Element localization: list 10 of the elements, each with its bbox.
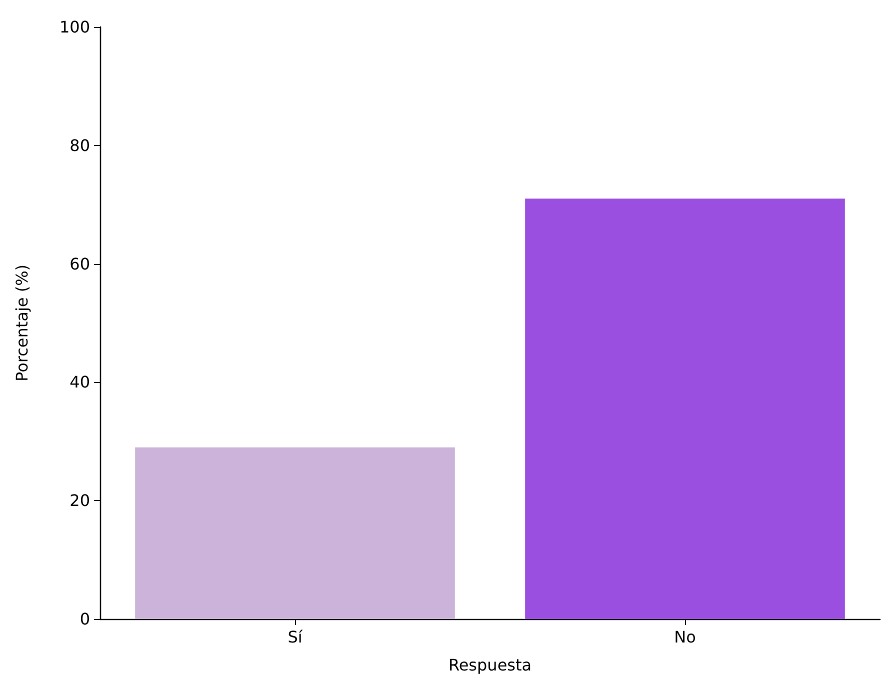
y-tick-label: 40 (70, 372, 90, 392)
x-axis-title: Respuesta (448, 656, 532, 674)
x-tick-label: Sí (288, 628, 303, 646)
y-tick-label: 80 (70, 136, 90, 155)
y-tick-label: 0 (80, 610, 90, 628)
y-axis-title: Porcentaje (%) (12, 264, 32, 382)
y-tick-label: 20 (70, 491, 90, 510)
x-tick-label: No (674, 628, 696, 646)
y-tick-label: 100 (59, 18, 90, 36)
y-tick-label: 60 (70, 254, 90, 274)
